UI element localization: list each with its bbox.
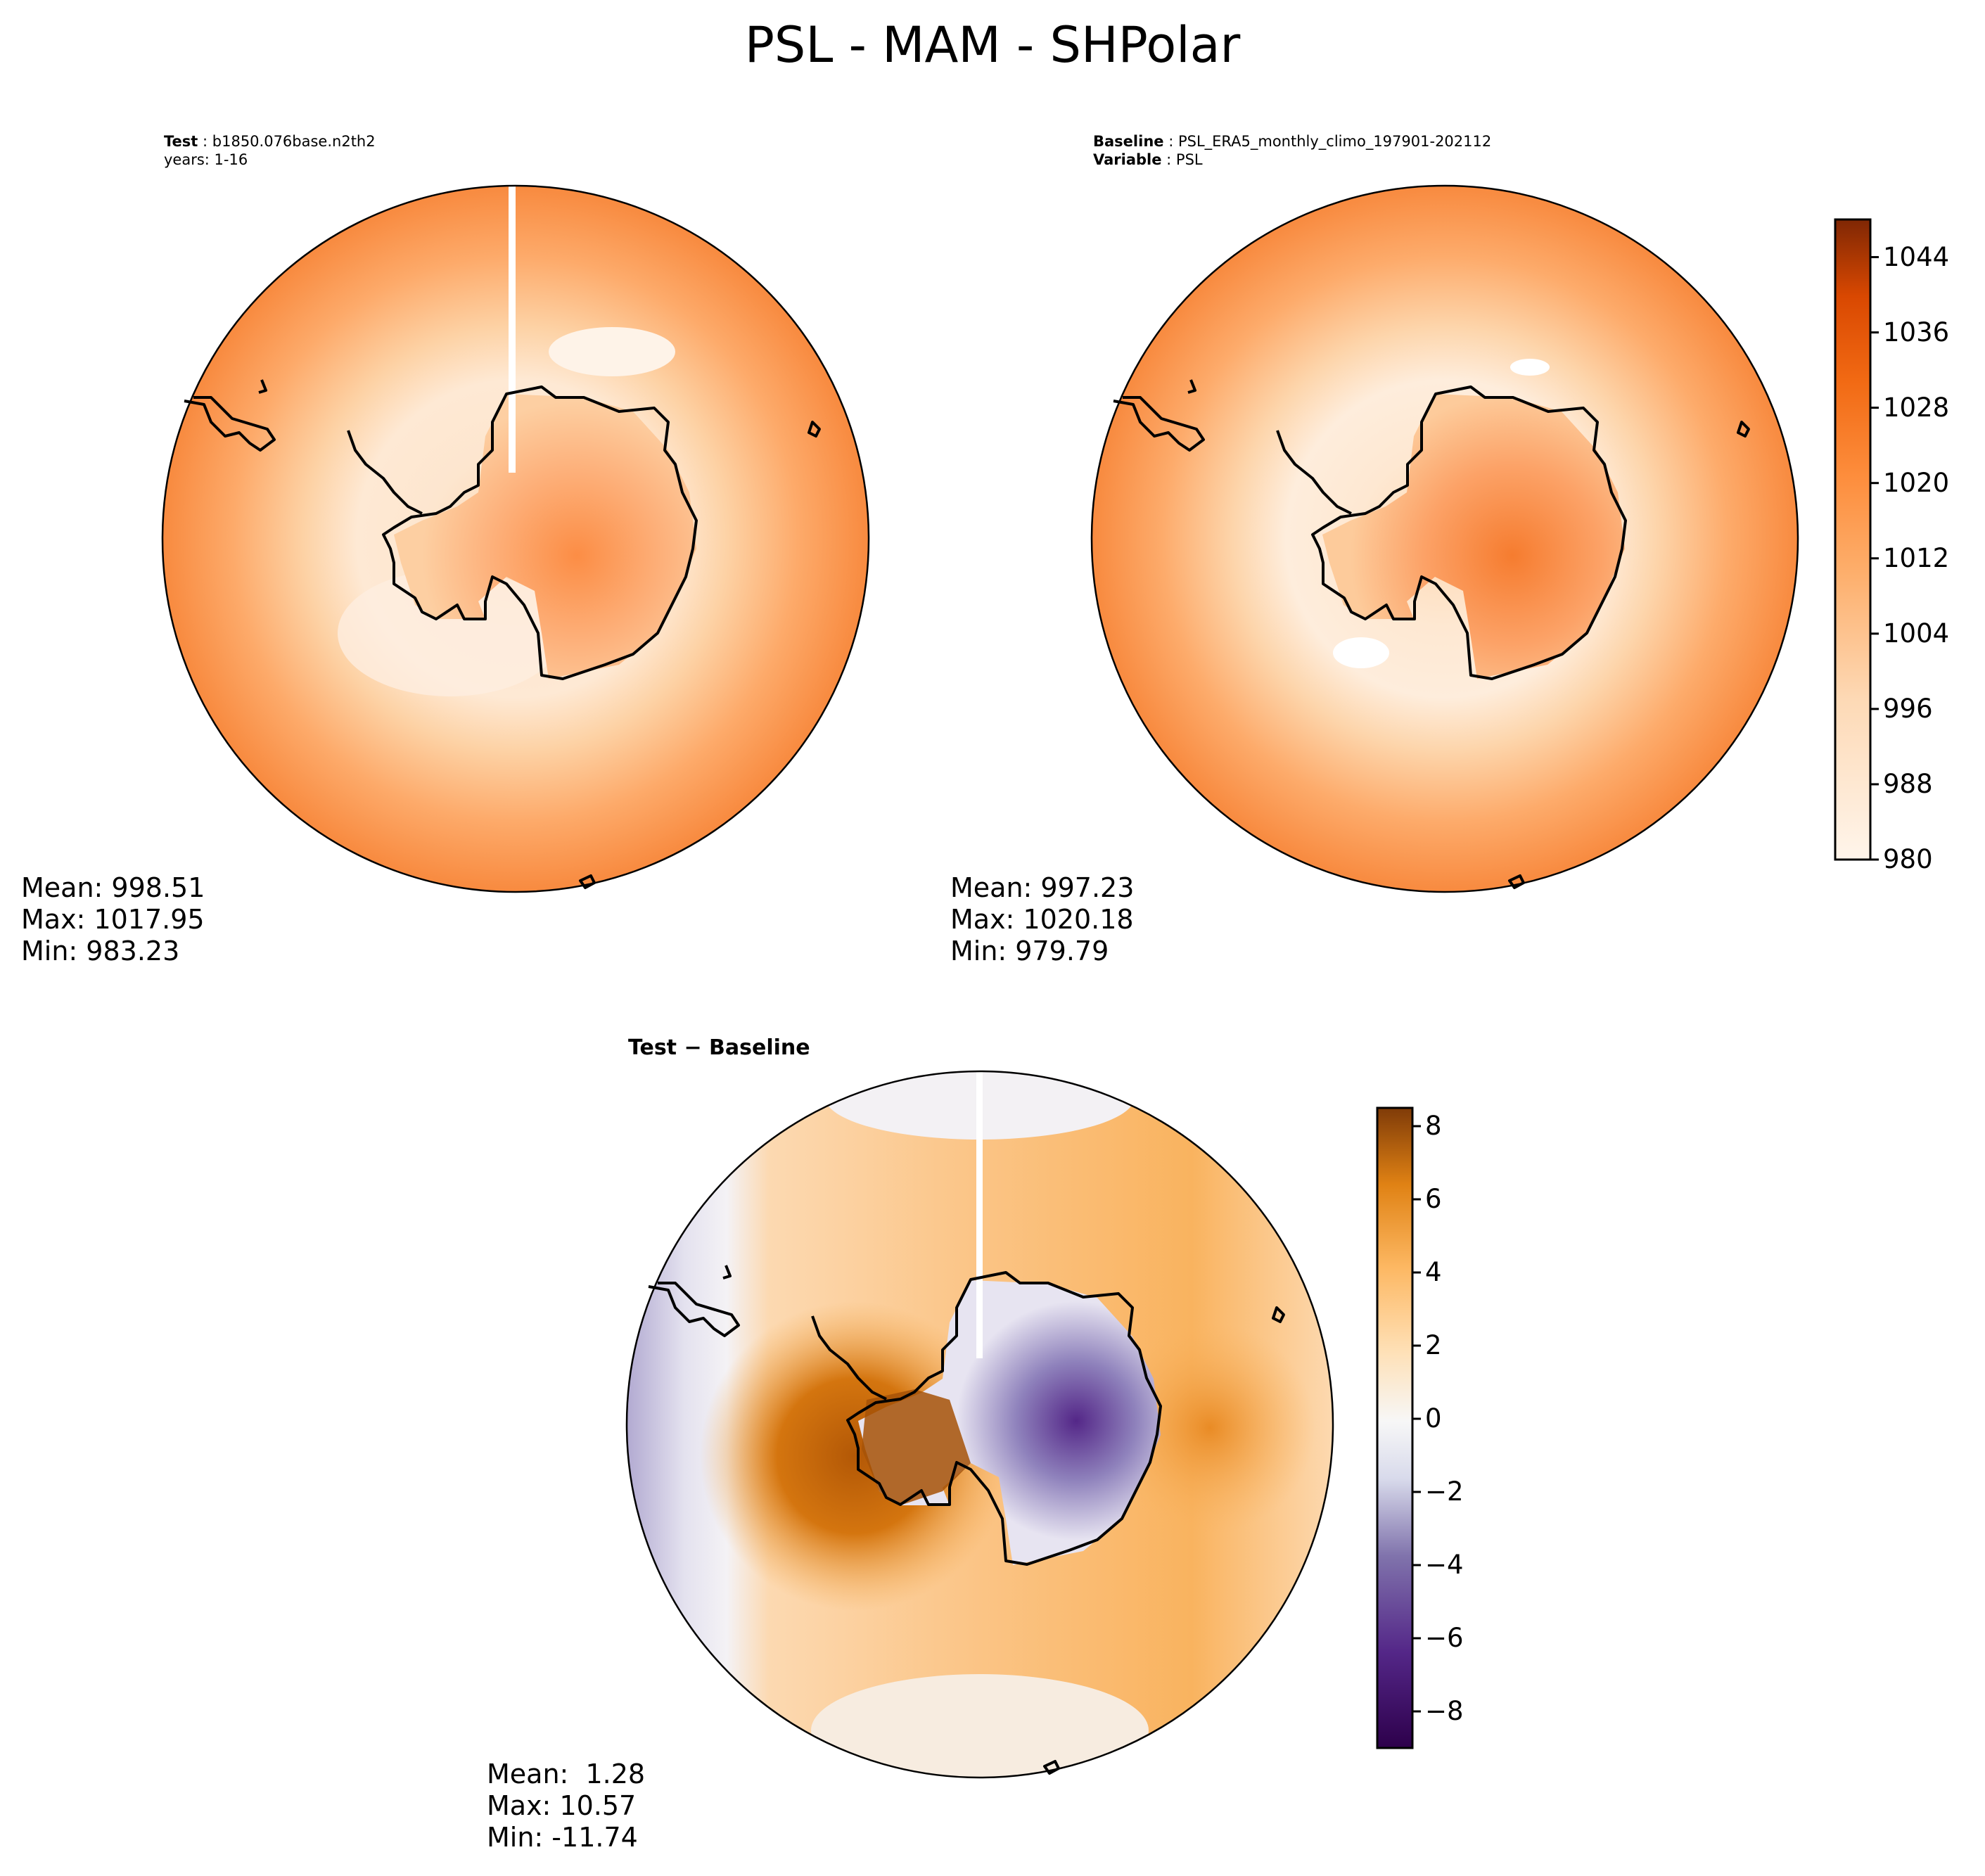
- test-stats: Mean: 998.51 Max: 1017.95 Min: 983.23: [21, 872, 205, 967]
- difference-colorbar-ticks: [1412, 1125, 1421, 1713]
- baseline-header-value: PSL_ERA5_monthly_climo_197901-202112: [1177, 133, 1492, 150]
- test-stat-max: Max: 1017.95: [21, 904, 205, 935]
- baseline-panel-header: Baseline : PSL_ERA5_monthly_climo_197901…: [1093, 133, 1492, 168]
- test-low-trough: [338, 570, 563, 696]
- test-header-value: b1850.076base.n2th2: [212, 133, 376, 150]
- baseline-header-label: Baseline: [1093, 133, 1164, 150]
- difference-map-boundary: [625, 1070, 1334, 1779]
- difference-stats: Mean: 1.28 Max: 10.57 Min: -11.74: [487, 1759, 645, 1853]
- difference-stat-max: Max: 10.57: [487, 1790, 637, 1821]
- baseline-colorbar-tick-label: 1020: [1883, 467, 1950, 498]
- test-low-pressure-cell: [549, 327, 675, 376]
- difference-colorbar-tick-label: 2: [1425, 1330, 1442, 1360]
- difference-colorbar-tick-label: 0: [1425, 1403, 1442, 1434]
- baseline-colorbar-tick-label: 1036: [1883, 317, 1950, 347]
- baseline-colorbar-tick-label: 1028: [1883, 392, 1950, 423]
- test-map-boundary: [161, 184, 870, 893]
- baseline-header-variable-label: Variable: [1093, 151, 1162, 168]
- baseline-stats: Mean: 997.23 Max: 1020.18 Min: 979.79: [950, 872, 1134, 967]
- baseline-low-cell-west: [1333, 637, 1389, 668]
- baseline-colorbar-tick-label: 988: [1883, 768, 1933, 799]
- difference-neutral-south: [811, 1674, 1149, 1778]
- test-panel-header: Test : b1850.076base.n2th2 years: 1-16: [164, 133, 376, 168]
- difference-peninsula-positive: [862, 1389, 971, 1505]
- baseline-colorbar-ticks: [1870, 256, 1879, 861]
- difference-colorbar-tick-label: −4: [1425, 1550, 1464, 1580]
- difference-colorbar-tick-label: −6: [1425, 1623, 1464, 1653]
- baseline-colorbar-tick-label: 996: [1883, 693, 1933, 724]
- baseline-colorbar-tick-label: 1012: [1883, 542, 1950, 573]
- baseline-colorbar-tick-label: 1044: [1883, 241, 1950, 272]
- difference-coastline: [648, 1265, 1285, 1775]
- baseline-header-variable-value: PSL: [1175, 151, 1203, 168]
- difference-stat-mean: Mean: 1.28: [487, 1759, 646, 1789]
- difference-missing-data-seam: [976, 1071, 983, 1358]
- difference-east-anomaly: [1104, 1322, 1315, 1533]
- difference-colorbar-tick-label: −2: [1425, 1476, 1464, 1507]
- difference-positive-anomaly: [700, 1301, 1009, 1611]
- baseline-low-cell-north: [1510, 359, 1550, 376]
- test-coastline: [184, 379, 821, 889]
- figure-title: PSL - MAM - SHPolar: [744, 16, 1241, 74]
- difference-colorbar-tick-label: 6: [1425, 1184, 1442, 1214]
- test-stat-min: Min: 983.23: [21, 936, 180, 966]
- baseline-stat-max: Max: 1020.18: [950, 904, 1134, 935]
- test-antarctic-high: [394, 394, 696, 679]
- baseline-colorbar-tick-label: 980: [1883, 844, 1933, 874]
- baseline-antarctic-high: [1322, 394, 1625, 679]
- test-header-label: Test: [164, 133, 198, 150]
- difference-colorbar-tick-label: 4: [1425, 1257, 1442, 1287]
- test-map: [162, 186, 869, 892]
- difference-colorbar-tick-label: 8: [1425, 1111, 1442, 1141]
- baseline-colorbar: [1834, 218, 1872, 861]
- baseline-stat-min: Min: 979.79: [950, 936, 1109, 966]
- test-stat-mean: Mean: 998.51: [21, 872, 205, 903]
- baseline-stat-mean: Mean: 997.23: [950, 872, 1135, 903]
- difference-colorbar-tick-label: −8: [1425, 1696, 1464, 1726]
- baseline-map: [1092, 186, 1798, 892]
- baseline-map-boundary: [1090, 184, 1799, 893]
- test-missing-data-seam: [509, 186, 516, 473]
- baseline-coastline: [1113, 379, 1750, 889]
- difference-colorbar: [1376, 1106, 1414, 1749]
- difference-stat-min: Min: -11.74: [487, 1822, 638, 1853]
- test-header-years: years: 1-16: [164, 151, 248, 168]
- difference-map: [627, 1071, 1333, 1778]
- difference-panel-header: Test − Baseline: [628, 1035, 810, 1060]
- baseline-colorbar-tick-label: 1004: [1883, 618, 1950, 649]
